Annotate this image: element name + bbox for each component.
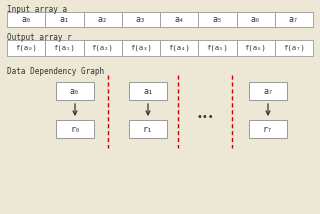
Text: a₇: a₇ bbox=[289, 15, 299, 24]
Bar bbox=[198, 40, 236, 56]
Bar bbox=[45, 12, 84, 27]
Text: a₅: a₅ bbox=[212, 15, 222, 24]
Text: Output array r: Output array r bbox=[7, 33, 72, 42]
Bar bbox=[7, 12, 45, 27]
Bar bbox=[275, 12, 313, 27]
Text: a₃: a₃ bbox=[136, 15, 146, 24]
Bar bbox=[122, 40, 160, 56]
Text: r₀: r₀ bbox=[70, 125, 80, 134]
Bar bbox=[198, 12, 236, 27]
Bar bbox=[84, 40, 122, 56]
Text: f(a₇): f(a₇) bbox=[283, 45, 305, 51]
Text: a₁: a₁ bbox=[143, 86, 153, 95]
Text: Data Dependency Graph: Data Dependency Graph bbox=[7, 67, 104, 76]
Text: f(a₂): f(a₂) bbox=[92, 45, 114, 51]
Text: r₇: r₇ bbox=[263, 125, 273, 134]
Bar bbox=[122, 12, 160, 27]
Text: f(a₅): f(a₅) bbox=[206, 45, 228, 51]
Bar bbox=[236, 12, 275, 27]
Text: Input array a: Input array a bbox=[7, 5, 67, 14]
Text: f(a₄): f(a₄) bbox=[168, 45, 190, 51]
Text: f(a₆): f(a₆) bbox=[245, 45, 267, 51]
Text: a₀: a₀ bbox=[21, 15, 31, 24]
Text: a₆: a₆ bbox=[251, 15, 260, 24]
Bar bbox=[160, 12, 198, 27]
Bar bbox=[56, 120, 94, 138]
Bar bbox=[84, 12, 122, 27]
Bar bbox=[56, 82, 94, 100]
Text: a₄: a₄ bbox=[174, 15, 184, 24]
Bar bbox=[7, 40, 45, 56]
Bar bbox=[129, 120, 167, 138]
Text: a₇: a₇ bbox=[263, 86, 273, 95]
Text: a₁: a₁ bbox=[60, 15, 69, 24]
Bar bbox=[249, 120, 287, 138]
Bar bbox=[249, 82, 287, 100]
Bar bbox=[236, 40, 275, 56]
Text: f(a₃): f(a₃) bbox=[130, 45, 152, 51]
Bar bbox=[129, 82, 167, 100]
Text: r₁: r₁ bbox=[143, 125, 153, 134]
Text: •••: ••• bbox=[196, 112, 214, 122]
Bar bbox=[160, 40, 198, 56]
Text: f(a₀): f(a₀) bbox=[15, 45, 37, 51]
Text: a₂: a₂ bbox=[98, 15, 108, 24]
Bar bbox=[275, 40, 313, 56]
Text: a₀: a₀ bbox=[70, 86, 80, 95]
Text: f(a₁): f(a₁) bbox=[53, 45, 75, 51]
Bar bbox=[45, 40, 84, 56]
